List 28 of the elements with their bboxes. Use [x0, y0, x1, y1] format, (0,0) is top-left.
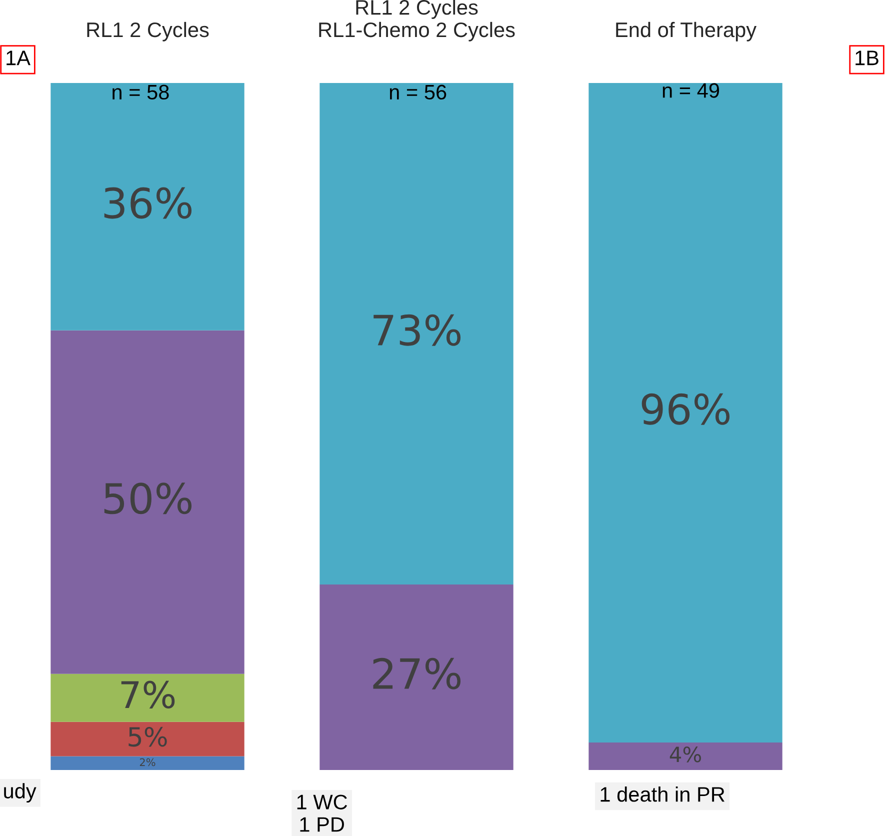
text: 1B: [856, 50, 878, 66]
bar: [320, 83, 514, 585]
x-tick-label: RL1 2 Cycles: [87, 22, 209, 42]
data-label: 73%: [374, 314, 461, 346]
annotation: n = 58: [112, 84, 169, 100]
data-label: 2%: [140, 758, 156, 766]
x-tick-label: End of Therapy: [616, 22, 757, 42]
data-label: 4%: [670, 746, 701, 762]
text: 1 death in PR: [600, 786, 724, 802]
data-label: 5%: [128, 726, 167, 747]
text: 1 WC 1 PD: [297, 794, 348, 832]
data-label: 96%: [642, 393, 730, 425]
bar: [50, 756, 244, 770]
data-label: 7%: [121, 680, 175, 709]
bar: [320, 584, 514, 770]
bar: [50, 330, 244, 674]
bar: [50, 674, 244, 722]
text: udy: [4, 783, 36, 803]
data-label: 50%: [104, 482, 192, 514]
annotation: n = 56: [390, 84, 446, 100]
text: 1A: [6, 50, 30, 66]
bar: [50, 83, 244, 330]
bar: [588, 742, 782, 770]
bar: [588, 83, 782, 743]
data-label: 36%: [104, 187, 192, 219]
bar: [50, 722, 244, 756]
data-label: 27%: [373, 658, 461, 690]
annotation: n = 49: [662, 83, 720, 98]
